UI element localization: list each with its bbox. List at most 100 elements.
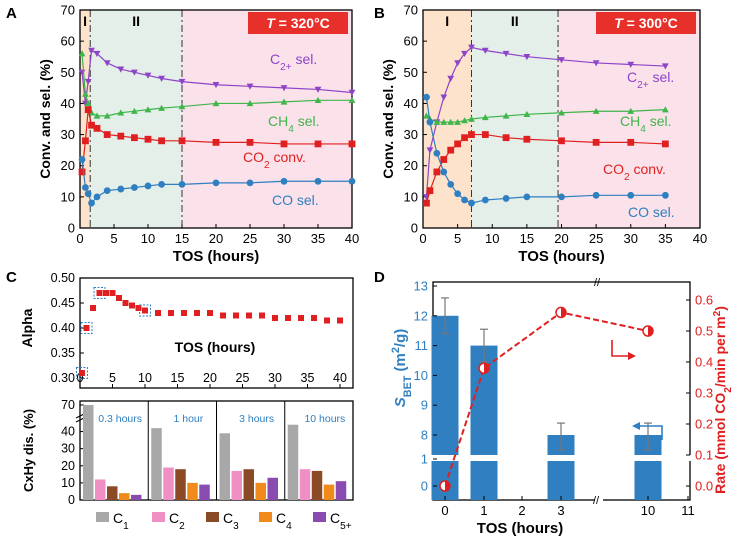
zone-label: I (83, 13, 87, 29)
legend-label: C5+ (330, 510, 352, 532)
data-point (117, 66, 125, 73)
data-point (481, 114, 489, 121)
data-point (348, 140, 356, 148)
bar (151, 428, 162, 500)
bar (187, 482, 198, 500)
y-tick-label: 0 (68, 493, 75, 507)
data-point (144, 135, 152, 143)
y-tick-label-left: 8 (421, 428, 428, 443)
data-point (337, 317, 343, 324)
group-label: 3 hours (239, 413, 274, 425)
bar (267, 477, 278, 500)
y-axis-label-right: Rate (mmol CO2/min per m2) (712, 306, 734, 494)
data-point (627, 138, 635, 146)
data-point (592, 107, 600, 114)
bar (83, 405, 94, 500)
x-tick-label: 20 (203, 371, 217, 385)
data-point (661, 106, 669, 113)
bar (175, 469, 186, 500)
y-tick-label-left: 13 (414, 279, 428, 294)
panel-a-chart: IIIIII0510152025303540010203040506070TOS… (37, 3, 359, 266)
y-tick-label: 40 (404, 96, 418, 111)
series-label-c2: C2+ sel. (627, 69, 674, 91)
rate-point-half (561, 307, 566, 318)
axis-break (75, 413, 85, 419)
x-tick-label: 30 (277, 231, 291, 246)
series-label-co2: CO2 conv. (243, 149, 306, 171)
data-point (117, 185, 125, 193)
bar (231, 470, 242, 500)
data-point (155, 310, 161, 316)
data-point (181, 310, 187, 316)
plot-frame (79, 277, 354, 389)
data-point (523, 53, 531, 61)
data-point (461, 117, 468, 124)
rate-point-half (484, 363, 489, 374)
data-point (461, 196, 468, 204)
series-label-co: CO sel. (272, 192, 319, 208)
bar (131, 494, 142, 500)
bar-break (547, 455, 575, 461)
series-label-co2: CO2 conv. (603, 161, 666, 183)
data-point (158, 181, 166, 188)
y-tick-label-left: 0 (421, 479, 428, 494)
panel-letter-d: D (374, 269, 385, 286)
data-point (661, 140, 669, 148)
data-point (502, 134, 510, 142)
legend-swatch (259, 512, 272, 522)
data-point (324, 317, 330, 324)
data-point (194, 310, 200, 316)
data-point (158, 137, 165, 145)
zone-label: II (511, 13, 519, 29)
x-axis-label: TOS (hours) (173, 248, 259, 265)
data-point (82, 137, 89, 145)
y-tick-label: 40 (61, 425, 75, 439)
data-point (523, 193, 531, 201)
data-point (131, 134, 138, 142)
data-point (117, 109, 125, 116)
y-tick-label-left: 10 (414, 368, 428, 383)
rate-point-half (445, 481, 450, 491)
data-point (423, 199, 430, 207)
y-axis-label: CxHy dis. (%) (21, 409, 36, 492)
rate-line (444, 311, 649, 487)
data-point (84, 106, 92, 114)
series-line (81, 49, 353, 104)
bar (255, 482, 266, 500)
data-point (661, 63, 669, 70)
highlight-box (75, 367, 88, 379)
data-point (93, 112, 101, 119)
y-tick-label-left: 9 (421, 398, 428, 413)
x-tick-label: 35 (301, 371, 315, 385)
y-tick-label: 0.35 (51, 346, 75, 360)
data-point (592, 138, 600, 146)
x-tick-label: 35 (658, 231, 672, 246)
data-point (447, 75, 455, 82)
data-point (259, 312, 265, 319)
panel-letter-b: B (374, 5, 385, 22)
x-tick-label: 40 (345, 231, 359, 246)
data-point (433, 168, 441, 176)
bar (119, 493, 130, 500)
data-point (83, 325, 90, 331)
data-point (558, 109, 565, 116)
bar (287, 424, 299, 500)
y-tick-label: 10 (404, 189, 418, 204)
data-point (178, 78, 186, 86)
series-label-ch4: CH4 sel. (620, 113, 672, 135)
data-point (468, 199, 475, 207)
data-point (220, 312, 226, 319)
data-point (103, 131, 111, 138)
data-point (280, 177, 288, 185)
y-tick-label: 10 (61, 476, 75, 490)
bar-break (470, 455, 498, 461)
x-tick-label: 30 (624, 231, 638, 246)
data-point (93, 124, 101, 132)
y-axis-label-left: SBET (m2/g) (390, 329, 414, 407)
data-point (440, 156, 448, 163)
panel-letter-a: A (6, 5, 17, 22)
data-point (272, 315, 278, 321)
data-point (461, 50, 468, 57)
